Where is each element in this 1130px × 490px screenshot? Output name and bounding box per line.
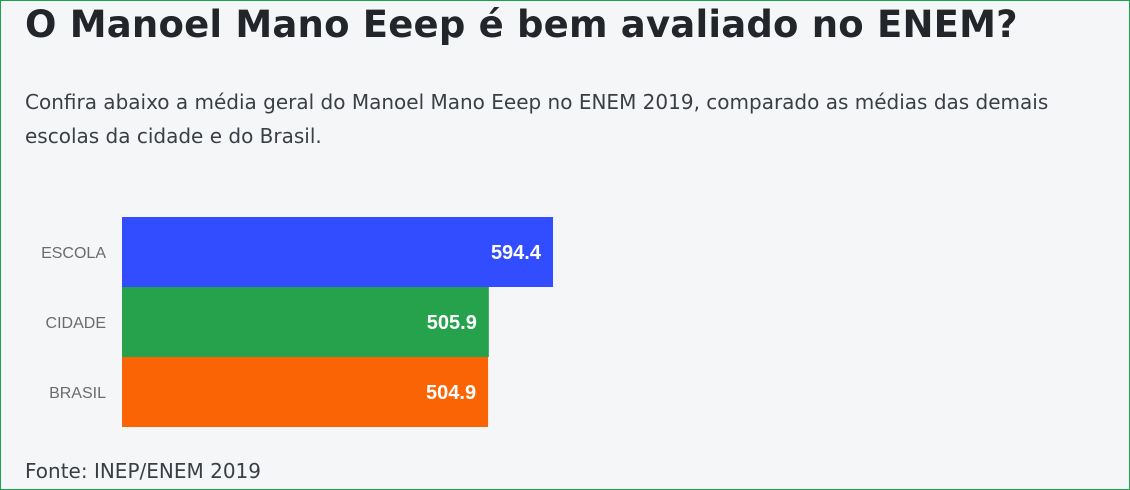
- bar-brasil: [122, 357, 489, 427]
- category-label: BRASIL: [49, 385, 106, 402]
- page-subtitle: Confira abaixo a média geral do Manoel M…: [25, 90, 1049, 148]
- category-label: CIDADE: [46, 315, 106, 332]
- bar-cidade: [122, 287, 489, 357]
- value-label: 594.4: [491, 242, 542, 264]
- bar-chart: ESCOLA 594.4 CIDADE 505.9 BRASIL 504.9: [41, 217, 553, 427]
- value-label: 505.9: [427, 312, 477, 334]
- category-label: ESCOLA: [41, 245, 106, 262]
- value-label: 504.9: [426, 382, 476, 404]
- page-title: O Manoel Mano Eeep é bem avaliado no ENE…: [25, 3, 1018, 46]
- source-note: Fonte: INEP/ENEM 2019: [25, 459, 261, 483]
- bar-escola: [122, 217, 553, 287]
